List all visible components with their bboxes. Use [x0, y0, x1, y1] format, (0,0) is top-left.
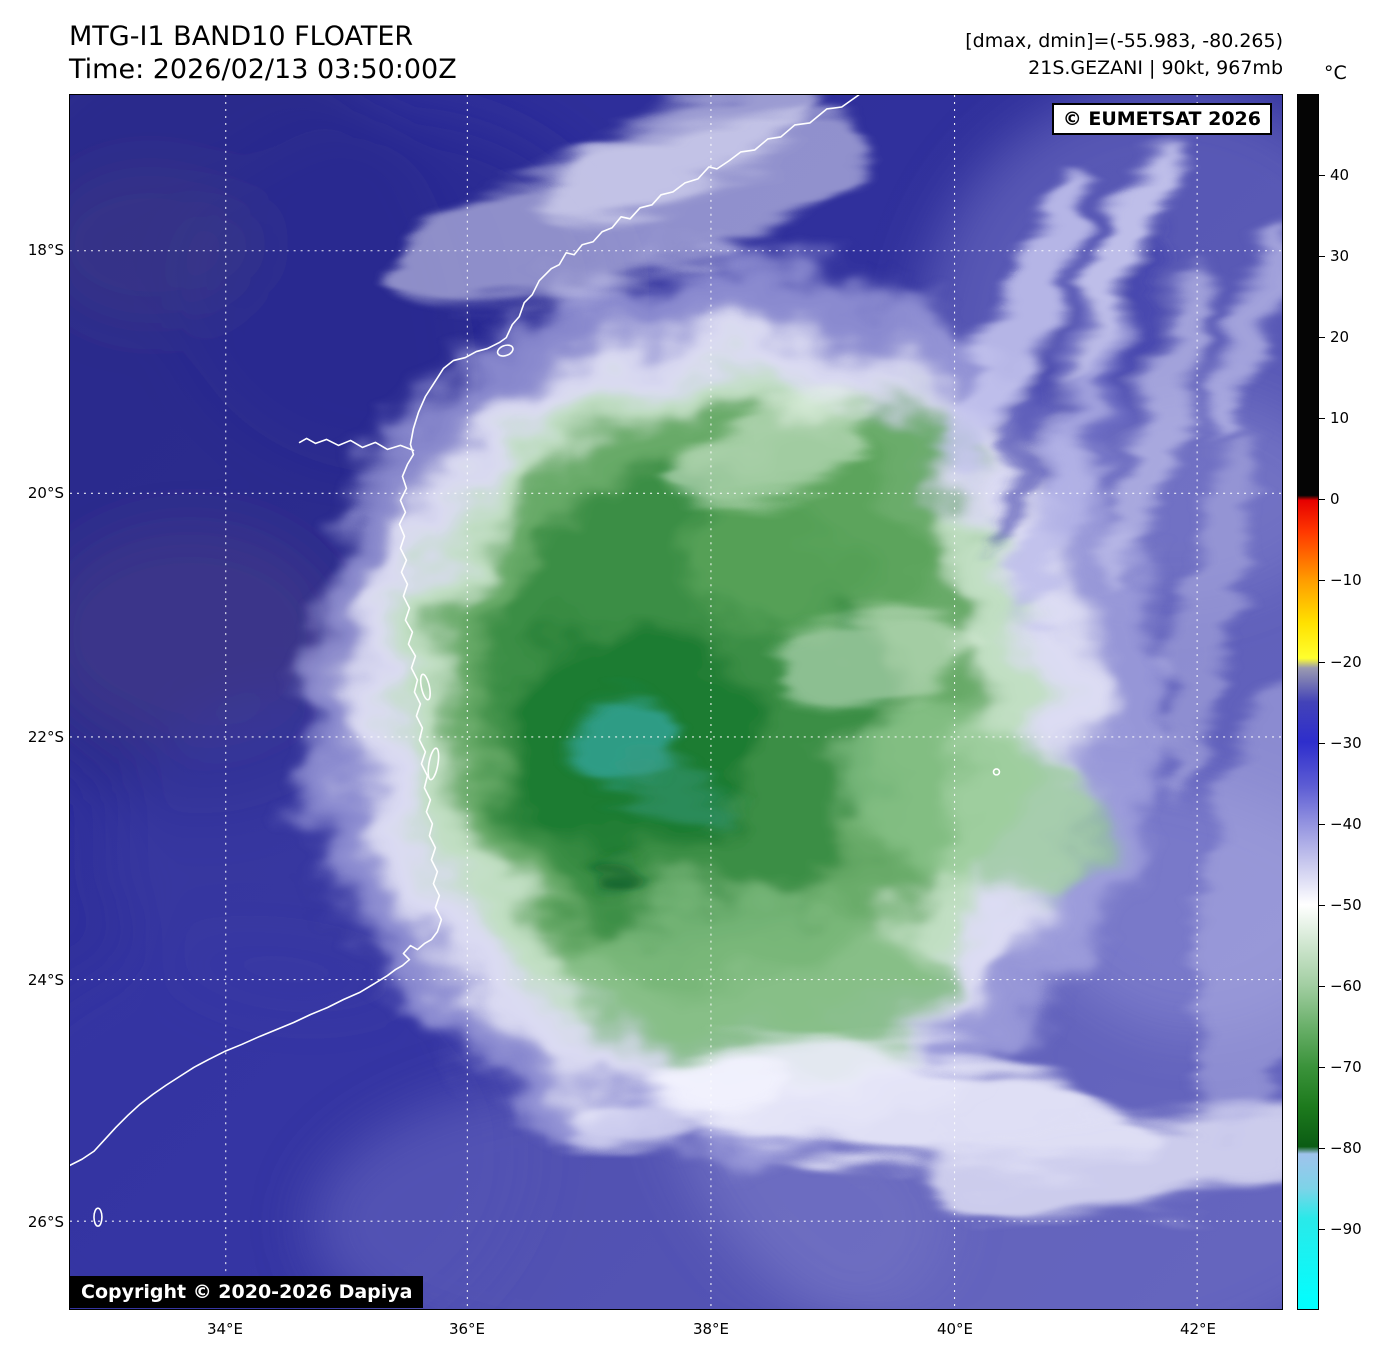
colorbar-tick: 30 [1317, 247, 1350, 265]
colorbar-tick: −70 [1318, 1058, 1362, 1076]
cyclone-cloud-mass [304, 264, 1164, 1154]
lat-label-20s: 20°S [27, 484, 64, 502]
page-title: MTG-I1 BAND10 FLOATER [69, 21, 414, 52]
colorbar-tick: 40 [1317, 166, 1350, 184]
timestamp-line: Time: 2026/02/13 03:50:00Z [69, 54, 457, 85]
lat-label-26s: 26°S [27, 1213, 64, 1231]
colorbar-tick: −40 [1318, 815, 1362, 833]
lon-label-36e: 36°E [448, 1320, 486, 1338]
lat-label-24s: 24°S [27, 971, 64, 989]
cloud-band-details [394, 95, 1282, 1214]
lat-label-18s: 18°S [27, 241, 64, 259]
colorbar-tick: 10 [1317, 409, 1350, 427]
colorbar-tick: −10 [1318, 571, 1362, 589]
colorbar-tick: −50 [1318, 896, 1362, 914]
storm-info: 21S.GEZANI | 90kt, 967mb [1028, 57, 1283, 79]
colorbar-unit-label: °C [1324, 62, 1347, 84]
colorbar-tick: −90 [1318, 1220, 1362, 1238]
dmax-dmin-readout: [dmax, dmin]=(-55.983, -80.265) [965, 30, 1283, 52]
header-right: [dmax, dmin]=(-55.983, -80.265) 21S.GEZA… [965, 28, 1283, 82]
lon-label-38e: 38°E [692, 1320, 730, 1338]
colorbar-tick: −60 [1318, 977, 1362, 995]
colorbar-tick: 20 [1317, 328, 1350, 346]
eumetsat-attribution-badge: © EUMETSAT 2026 [1051, 103, 1272, 135]
coastline [70, 95, 1001, 1227]
colorbar-tick: −30 [1318, 734, 1362, 752]
lat-label-22s: 22°S [27, 728, 64, 746]
lon-label-40e: 40°E [936, 1320, 974, 1338]
lon-label-42e: 42°E [1179, 1320, 1217, 1338]
map-panel: © EUMETSAT 2026 Copyright © 2020-2026 Da… [69, 94, 1283, 1310]
temperature-colorbar [1297, 94, 1319, 1310]
colorbar-tick: −20 [1318, 653, 1362, 671]
copyright-badge: Copyright © 2020-2026 Dapiya [70, 1276, 424, 1308]
colorbar-tick: 0 [1318, 490, 1340, 508]
colorbar-tick: −80 [1318, 1139, 1362, 1157]
satellite-image [70, 95, 1282, 1309]
lon-label-34e: 34°E [206, 1320, 244, 1338]
